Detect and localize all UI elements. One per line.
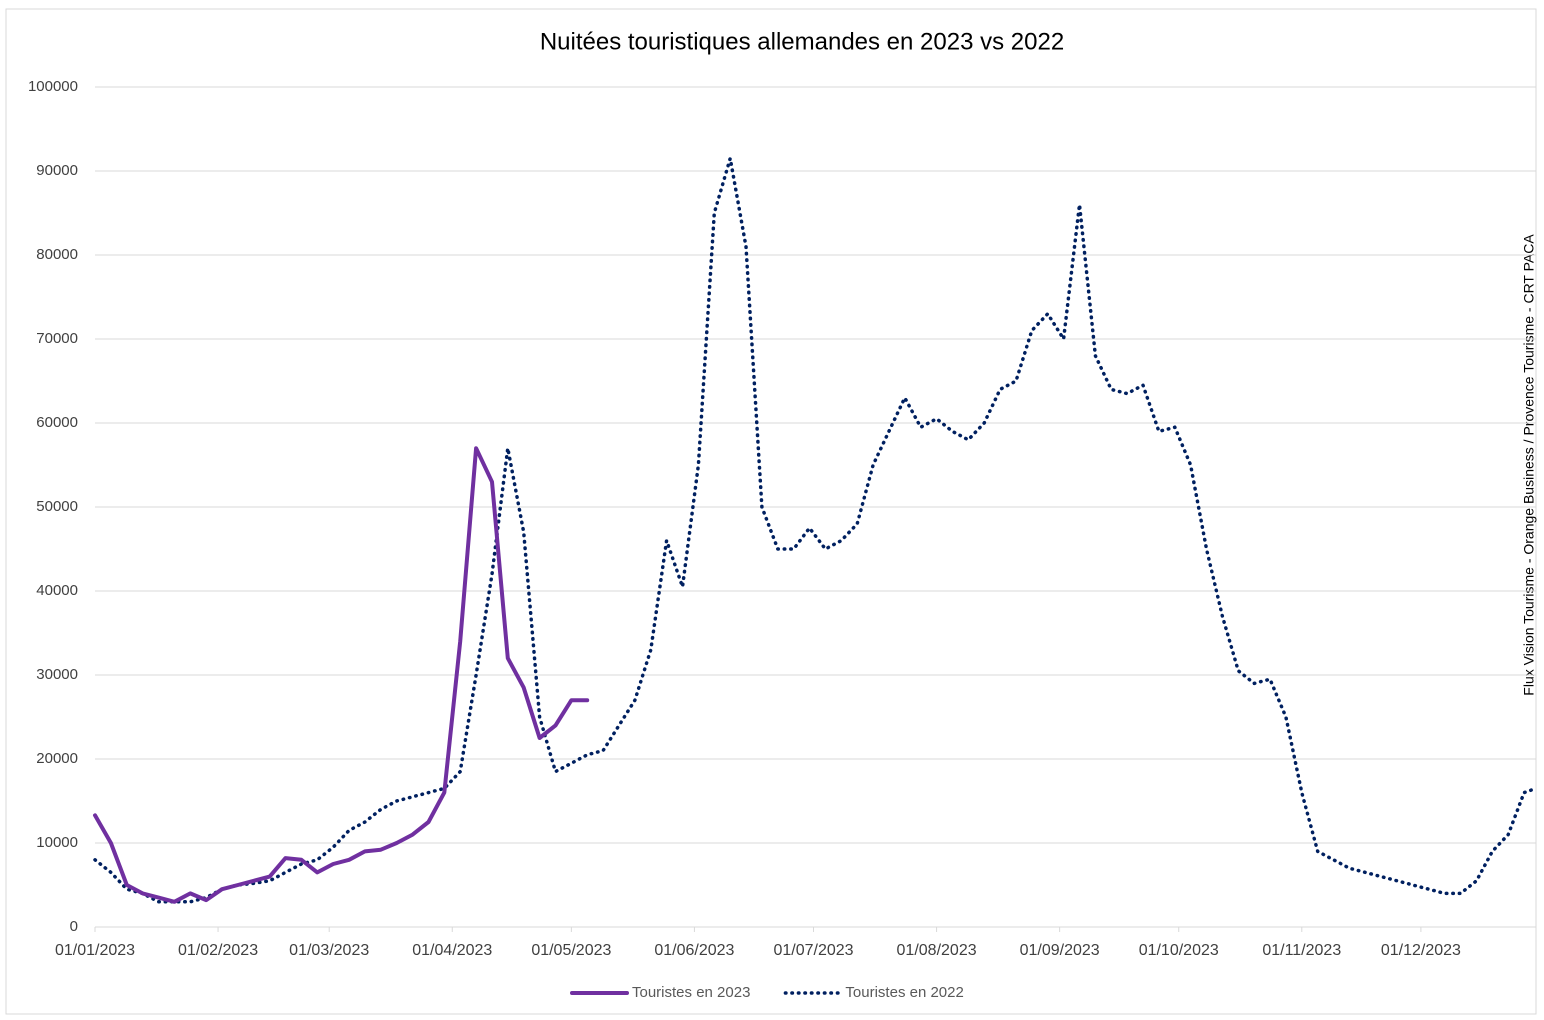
y-tick-label: 70000: [36, 330, 78, 347]
y-tick-label: 50000: [36, 498, 78, 515]
x-tick-label: 01/06/2023: [654, 942, 734, 959]
x-tick-label: 01/05/2023: [531, 942, 611, 959]
chart-title: Nuitées touristiques allemandes en 2023 …: [540, 28, 1064, 55]
x-tick-label: 01/01/2023: [55, 942, 135, 959]
y-tick-label: 20000: [36, 750, 78, 767]
series-line: [93, 446, 590, 904]
legend-label: Touristes en 2023: [632, 984, 750, 1001]
y-tick-label: 30000: [36, 666, 78, 683]
x-tick-label: 01/07/2023: [773, 942, 853, 959]
y-tick-label: 90000: [36, 162, 78, 179]
y-tick-label: 80000: [36, 246, 78, 263]
x-tick-label: 01/03/2023: [289, 942, 369, 959]
x-tick-label: 01/09/2023: [1020, 942, 1100, 959]
x-tick-label: 01/02/2023: [178, 942, 258, 959]
x-tick-label: 01/08/2023: [897, 942, 977, 959]
y-tick-label: 60000: [36, 414, 78, 431]
chart-frame: [5, 8, 1537, 1015]
x-tick-label: 01/10/2023: [1139, 942, 1219, 959]
y-tick-label: 10000: [36, 834, 78, 851]
x-tick-label: 01/12/2023: [1381, 942, 1461, 959]
legend-label: Touristes en 2022: [845, 984, 963, 1001]
x-tick-label: 01/04/2023: [412, 942, 492, 959]
x-tick-label: 01/11/2023: [1262, 942, 1341, 959]
y-tick-label: 0: [70, 918, 78, 935]
source-note: Flux Vision Tourisme - Orange Business /…: [1521, 234, 1537, 696]
y-tick-label: 40000: [36, 582, 78, 599]
y-tick-label: 100000: [28, 78, 78, 95]
